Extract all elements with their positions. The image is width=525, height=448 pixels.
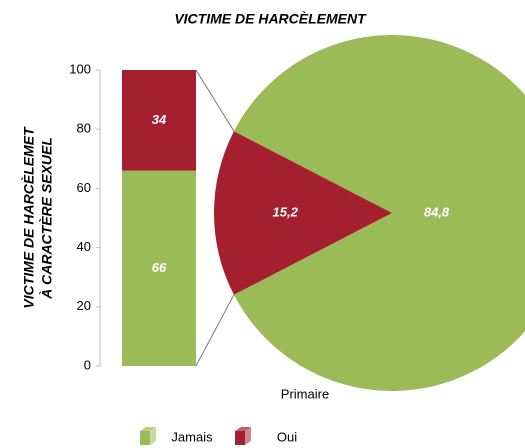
y-tick-label: 40 <box>77 239 91 254</box>
chart-title: VICTIME DE HARCÈLEMENT <box>174 11 367 27</box>
pie-slice <box>233 35 525 391</box>
x-axis-title: Primaire <box>281 386 329 401</box>
legend-icon <box>140 431 150 445</box>
y-tick-label: 0 <box>84 357 91 372</box>
legend-item: Oui <box>235 427 297 445</box>
legend-icon <box>140 427 156 431</box>
data-label: 15,2 <box>273 204 299 219</box>
y-tick-label: 60 <box>77 180 91 195</box>
connector <box>195 294 235 367</box>
y-tick-label: 20 <box>77 298 91 313</box>
data-label: 66 <box>152 260 167 275</box>
legend-label: Oui <box>277 429 297 444</box>
legend-label: Jamais <box>171 429 213 444</box>
bar-segment <box>122 170 196 366</box>
legend-icon <box>235 431 245 445</box>
legend-icon <box>235 427 251 431</box>
y-tick-label: 80 <box>77 121 91 136</box>
y-axis-title-line: À CARACTÈRE SEXUEL <box>39 137 55 300</box>
data-label: 84,8 <box>424 204 450 219</box>
bar-segment <box>122 70 196 171</box>
legend-item: Jamais <box>140 427 213 445</box>
y-axis-title: VICTIME DE HARCÈLEMET À CARACTÈRE SEXUEL <box>21 126 55 309</box>
connector <box>195 69 235 132</box>
y-axis-title-line: VICTIME DE HARCÈLEMET <box>21 126 37 309</box>
y-tick-label: 100 <box>69 61 91 76</box>
legend-icon <box>245 427 251 445</box>
pie-slice <box>213 131 392 295</box>
legend-icon <box>150 427 156 445</box>
data-label: 34 <box>152 112 167 127</box>
